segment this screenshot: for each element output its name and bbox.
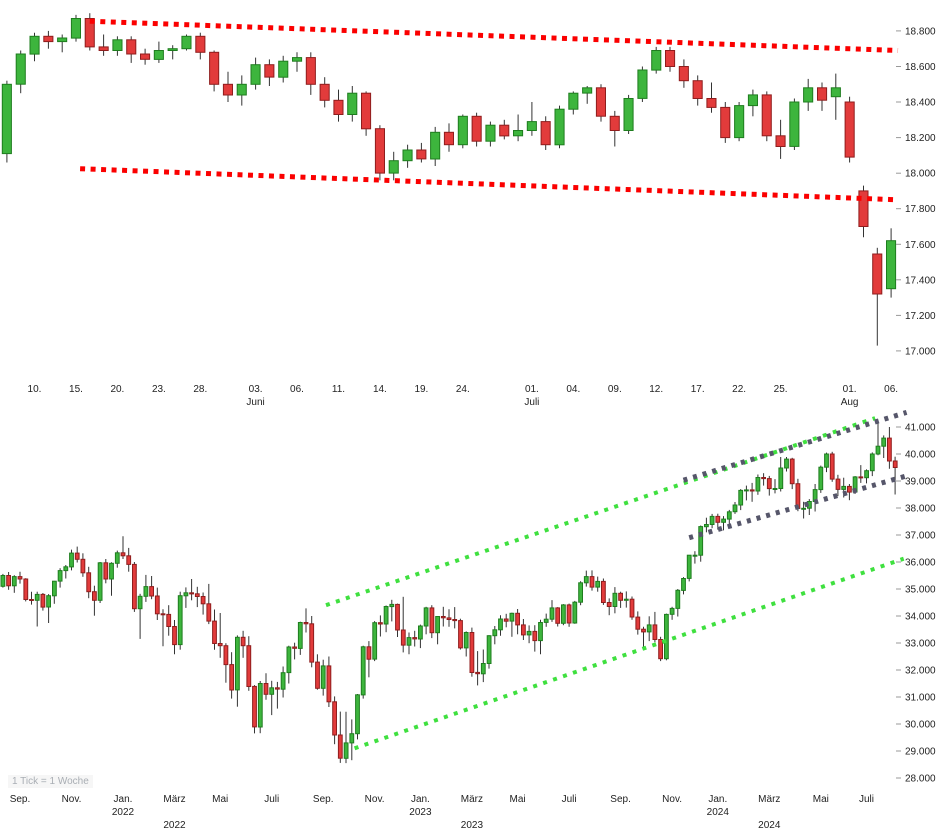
svg-text:Mai: Mai xyxy=(510,794,526,805)
svg-text:Sep.: Sep. xyxy=(313,794,334,805)
svg-text:30.000: 30.000 xyxy=(905,720,936,731)
svg-text:01.: 01. xyxy=(525,384,539,395)
svg-text:31.000: 31.000 xyxy=(905,693,936,704)
svg-text:17.000: 17.000 xyxy=(905,346,936,357)
tick-unit-note: 1 Tick = 1 Woche xyxy=(8,775,93,788)
svg-text:29.000: 29.000 xyxy=(905,747,936,758)
svg-text:06.: 06. xyxy=(884,384,898,395)
svg-text:Jan.: Jan. xyxy=(708,794,727,805)
svg-text:14.: 14. xyxy=(373,384,387,395)
svg-text:Juli: Juli xyxy=(859,794,874,805)
svg-text:17.600: 17.600 xyxy=(905,240,936,251)
svg-text:März: März xyxy=(163,794,185,805)
svg-text:2023: 2023 xyxy=(409,807,432,818)
svg-text:41.000: 41.000 xyxy=(905,423,936,434)
svg-text:12.: 12. xyxy=(649,384,663,395)
price-axis: 41.000 40.000 39.000 38.000 37.000 36.000 35.0… xyxy=(896,423,936,785)
svg-text:17.200: 17.200 xyxy=(905,311,936,322)
daily-candlestick-chart[interactable]: 18.800 18.600 18.400 18.200 18.000 17.800 17.6… xyxy=(0,0,943,410)
svg-text:Nov.: Nov. xyxy=(365,794,385,805)
svg-text:03.: 03. xyxy=(249,384,263,395)
svg-text:März: März xyxy=(461,794,483,805)
svg-text:Jan.: Jan. xyxy=(114,794,133,805)
svg-text:Juni: Juni xyxy=(246,397,264,408)
svg-text:01.: 01. xyxy=(843,384,857,395)
svg-text:09.: 09. xyxy=(608,384,622,395)
candles xyxy=(0,421,898,764)
svg-text:28.000: 28.000 xyxy=(905,774,936,785)
svg-text:23.: 23. xyxy=(152,384,166,395)
svg-text:06.: 06. xyxy=(290,384,304,395)
svg-text:18.200: 18.200 xyxy=(905,133,936,144)
candles xyxy=(1,13,897,346)
svg-text:10.: 10. xyxy=(28,384,42,395)
svg-text:Aug: Aug xyxy=(841,397,859,408)
svg-text:32.000: 32.000 xyxy=(905,666,936,677)
time-axis: Sep. Nov. Jan. März Mai Juli Sep. Nov. Jan. März M… xyxy=(10,794,874,831)
svg-text:28.: 28. xyxy=(193,384,207,395)
svg-text:2024: 2024 xyxy=(758,820,781,831)
svg-text:Jan.: Jan. xyxy=(411,794,430,805)
svg-text:20.: 20. xyxy=(110,384,124,395)
svg-text:2022: 2022 xyxy=(163,820,186,831)
svg-text:Sep.: Sep. xyxy=(610,794,631,805)
svg-text:19.: 19. xyxy=(414,384,428,395)
svg-text:40.000: 40.000 xyxy=(905,450,936,461)
svg-text:22.: 22. xyxy=(732,384,746,395)
price-axis: 18.800 18.600 18.400 18.200 18.000 17.800 17.6… xyxy=(896,26,936,357)
svg-text:11.: 11. xyxy=(332,384,345,395)
svg-text:15.: 15. xyxy=(69,384,83,395)
svg-text:2022: 2022 xyxy=(112,807,135,818)
svg-text:35.000: 35.000 xyxy=(905,585,936,596)
time-axis: 10. 15. 20. 23. 28. 03. 06. 11. 14. 19. 24. 01. 04. 0… xyxy=(28,384,899,408)
svg-text:33.000: 33.000 xyxy=(905,639,936,650)
svg-text:Mai: Mai xyxy=(813,794,829,805)
svg-text:18.000: 18.000 xyxy=(905,169,936,180)
svg-text:Sep.: Sep. xyxy=(10,794,31,805)
svg-text:Nov.: Nov. xyxy=(62,794,82,805)
svg-text:18.400: 18.400 xyxy=(905,98,936,109)
svg-text:34.000: 34.000 xyxy=(905,612,936,623)
svg-text:04.: 04. xyxy=(566,384,580,395)
svg-text:März: März xyxy=(758,794,780,805)
svg-text:2024: 2024 xyxy=(707,807,730,818)
svg-text:2023: 2023 xyxy=(461,820,484,831)
svg-text:Juli: Juli xyxy=(264,794,279,805)
svg-text:Juli: Juli xyxy=(562,794,577,805)
svg-text:Mai: Mai xyxy=(212,794,228,805)
svg-text:17.: 17. xyxy=(691,384,705,395)
svg-text:24.: 24. xyxy=(456,384,470,395)
svg-text:18.800: 18.800 xyxy=(905,26,936,37)
weekly-candlestick-chart[interactable]: 41.000 40.000 39.000 38.000 37.000 36.000 35.0… xyxy=(0,410,943,838)
svg-text:Juli: Juli xyxy=(524,397,539,408)
svg-text:Nov.: Nov. xyxy=(662,794,682,805)
trendlines xyxy=(325,410,908,751)
trendlines xyxy=(80,18,899,203)
svg-text:36.000: 36.000 xyxy=(905,558,936,569)
svg-text:38.000: 38.000 xyxy=(905,504,936,515)
svg-text:18.600: 18.600 xyxy=(905,62,936,73)
svg-text:17.400: 17.400 xyxy=(905,275,936,286)
svg-text:17.800: 17.800 xyxy=(905,204,936,215)
svg-text:37.000: 37.000 xyxy=(905,531,936,542)
svg-text:25.: 25. xyxy=(774,384,788,395)
svg-text:39.000: 39.000 xyxy=(905,477,936,488)
